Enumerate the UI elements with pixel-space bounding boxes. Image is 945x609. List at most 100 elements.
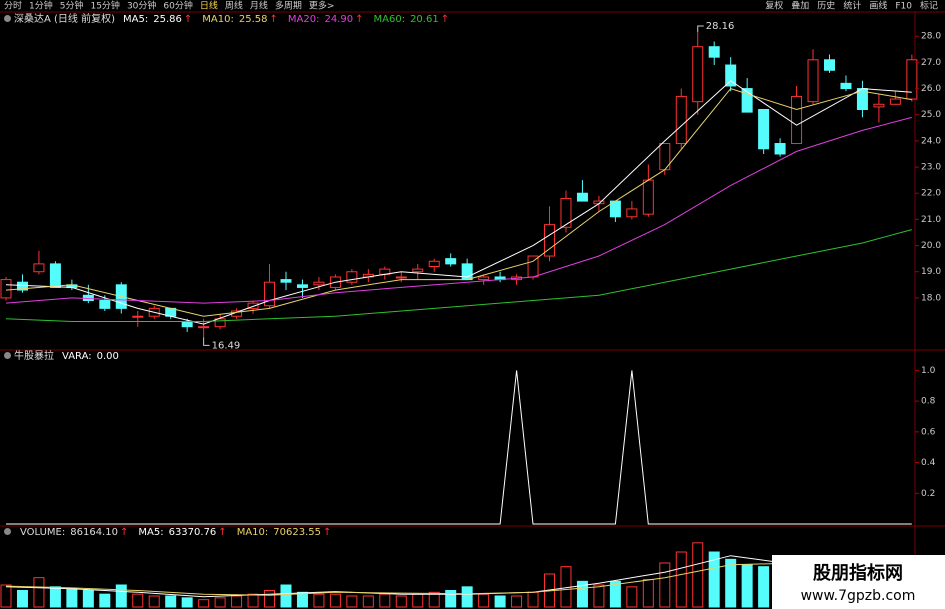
candle-body — [99, 300, 111, 309]
legend-value: 0.00 — [96, 351, 119, 362]
candle-body — [313, 281, 325, 286]
candle-body — [560, 197, 572, 228]
candle-body — [247, 302, 259, 309]
candle-body — [445, 258, 457, 265]
tool-button[interactable]: 历史 — [817, 0, 835, 12]
legend-item: MA1025.58↑ — [202, 14, 280, 25]
legend-item: MA1070623.55↑ — [237, 527, 334, 538]
volume-bar — [708, 551, 720, 608]
panel-header: VOLUME86164.10↑MA563370.76↑MA1070623.55↑ — [4, 527, 335, 539]
candle-body — [889, 98, 901, 105]
tool-button[interactable]: 统计 — [843, 0, 861, 12]
volume-bar — [395, 595, 407, 608]
period-tab[interactable]: 30分钟 — [127, 0, 156, 12]
legend-name: MA20 — [288, 14, 323, 25]
legend-trend: ↑ — [183, 14, 193, 25]
candle-body — [807, 59, 819, 103]
volume-bar — [626, 586, 638, 608]
candle-body — [675, 95, 687, 145]
period-tab[interactable]: 60分钟 — [163, 0, 192, 12]
volume-bar — [165, 595, 177, 608]
volume-bar — [445, 590, 457, 608]
candle-body — [478, 276, 490, 281]
candle-body — [428, 260, 440, 268]
volume-bar — [527, 591, 539, 608]
annotation-label: 28.16 — [706, 21, 735, 32]
panel-header: 深桑达A (日线 前复权)MA525.86↑MA1025.58↑MA2024.9… — [4, 14, 453, 26]
volume-bar — [461, 586, 473, 608]
period-tab[interactable]: 日线 — [200, 0, 218, 12]
candle-body — [906, 59, 918, 100]
y-tick-label: 0.2 — [921, 489, 935, 499]
legend-name: VOLUME — [20, 527, 68, 538]
legend-name: MA5 — [123, 14, 151, 25]
tool-button[interactable]: 画线 — [869, 0, 887, 12]
legend-value: 20.61 — [410, 14, 439, 25]
volume-bar — [82, 590, 94, 608]
candle-body — [132, 315, 144, 318]
volume-bar — [231, 595, 243, 608]
volume-bar — [313, 593, 325, 608]
legend-trend: ↑ — [355, 14, 364, 25]
volume-bar — [362, 595, 374, 608]
candle-body — [741, 88, 753, 113]
volume-bar — [642, 579, 654, 608]
volume-bar — [379, 593, 391, 608]
volume-bar — [511, 595, 523, 608]
period-tab[interactable]: 15分钟 — [90, 0, 119, 12]
y-tick-label: 22.0 — [921, 189, 941, 199]
candle-body — [181, 320, 193, 328]
volume-bar — [725, 558, 737, 608]
legend-name: MA10 — [237, 527, 272, 538]
volume-bar — [412, 593, 424, 608]
candle-body — [346, 271, 358, 283]
legend-item: MA525.86↑ — [123, 14, 194, 25]
legend-item: VARA0.00 — [62, 351, 121, 362]
candle-body — [296, 284, 308, 288]
legend-name: MA10 — [202, 14, 237, 25]
legend-trend: ↑ — [218, 527, 227, 538]
candle-body — [544, 224, 556, 257]
candle-body — [840, 82, 852, 90]
candle-body — [774, 143, 786, 155]
candle-body — [824, 59, 835, 71]
period-tab[interactable]: 多周期 — [275, 0, 302, 12]
volume-bar — [66, 588, 78, 608]
candle-body — [873, 103, 885, 108]
legend-value: 25.86 — [153, 14, 182, 25]
period-tab[interactable]: 更多> — [309, 0, 335, 12]
tool-button[interactable]: 标记 — [920, 0, 938, 12]
tool-button[interactable]: F10 — [895, 2, 912, 12]
period-tab[interactable]: 5分钟 — [60, 0, 84, 12]
annotation-pointer — [697, 25, 704, 33]
candle-body — [576, 192, 588, 202]
period-tab[interactable]: 1分钟 — [29, 0, 53, 12]
panel-title: 深桑达A (日线 前复权) — [14, 14, 116, 25]
volume-bar — [264, 590, 276, 608]
volume-bar — [478, 593, 490, 608]
legend-trend: ↑ — [119, 527, 129, 538]
period-tab[interactable]: 周线 — [225, 0, 243, 12]
candle-body — [692, 46, 704, 103]
y-tick-label: 25.0 — [921, 110, 941, 120]
y-tick-label: 24.0 — [921, 136, 941, 146]
y-tick-label: 0.4 — [921, 458, 936, 468]
y-tick-label: 27.0 — [921, 58, 941, 68]
legend-value: 70623.55 — [273, 527, 321, 538]
period-tab[interactable]: 分时 — [4, 0, 22, 12]
legend-item: MA563370.76↑ — [138, 527, 228, 538]
period-tab[interactable]: 月线 — [250, 0, 268, 12]
volume-bar — [593, 584, 605, 608]
candle-body — [725, 64, 737, 87]
watermark-title: 股朋指标网 — [812, 562, 903, 584]
candle-body — [198, 326, 210, 329]
icon — [4, 352, 11, 359]
panel-header: 牛股暴拉 VARA0.00 — [4, 351, 123, 363]
ma-line — [5, 88, 912, 317]
volume-bar — [576, 580, 588, 608]
tool-button[interactable]: 叠加 — [791, 1, 809, 12]
y-tick-label: 20.0 — [921, 241, 941, 251]
tool-button[interactable]: 复权 — [765, 0, 783, 12]
